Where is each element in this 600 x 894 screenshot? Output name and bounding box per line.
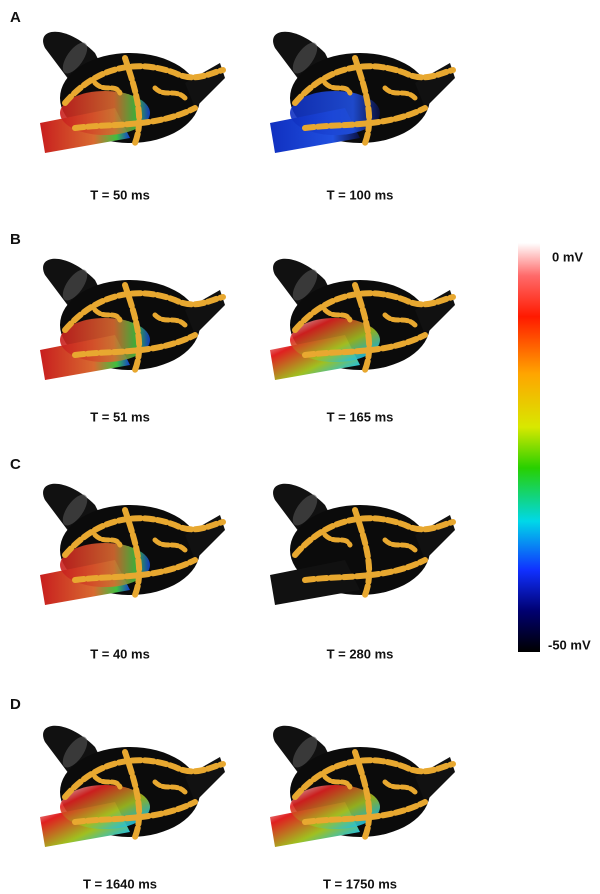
panel-label: A <box>10 9 21 26</box>
colorbar-min-label: -50 mV <box>548 637 591 652</box>
colorbar: 0 mV -50 mV <box>518 243 591 652</box>
heart-render <box>40 259 225 380</box>
frame-caption: T = 1640 ms <box>83 876 157 891</box>
heart-render <box>40 32 225 153</box>
heart-render <box>40 484 225 605</box>
heart-render <box>270 32 455 153</box>
heart-render <box>270 484 455 605</box>
panel: D T = 1640 ms T = 1750 ms <box>10 696 455 891</box>
vessel <box>270 560 360 605</box>
frame-caption: T = 165 ms <box>327 409 394 424</box>
panel-label: C <box>10 456 21 473</box>
frame-caption: T = 1750 ms <box>323 876 397 891</box>
figure: 0 mV -50 mV A T = 50 ms T = 100 ms B T = 51 … <box>0 0 600 894</box>
panel: B T = 51 ms T = 165 ms <box>10 231 455 424</box>
colorbar-max-label: 0 mV <box>552 249 583 264</box>
frame-caption: T = 51 ms <box>90 409 150 424</box>
frame-caption: T = 40 ms <box>90 646 150 661</box>
panel: C T = 40 ms T = 280 ms <box>10 456 455 661</box>
heart-render <box>270 726 455 847</box>
colorbar-gradient <box>518 243 540 652</box>
frame-caption: T = 280 ms <box>327 646 394 661</box>
heart-render <box>270 259 455 380</box>
panel: A T = 50 ms T = 100 ms <box>10 9 455 202</box>
heart-render <box>40 726 225 847</box>
frame-caption: T = 100 ms <box>327 187 394 202</box>
panel-label: B <box>10 231 21 248</box>
frame-caption: T = 50 ms <box>90 187 150 202</box>
panel-label: D <box>10 696 21 713</box>
